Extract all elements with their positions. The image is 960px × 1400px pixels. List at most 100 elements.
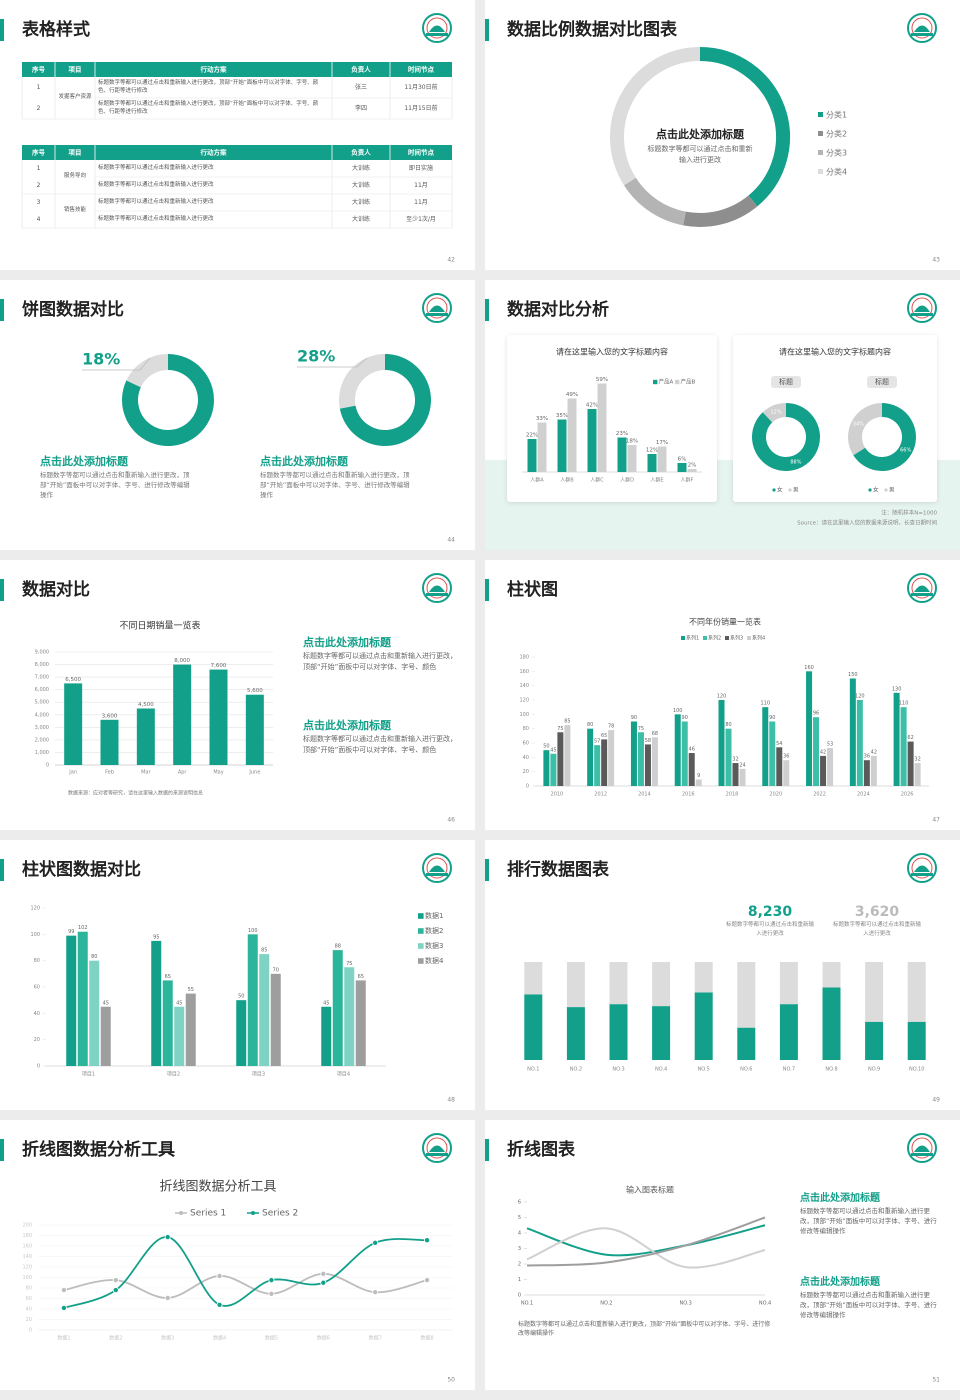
y-tick-label: 4 [518,1231,521,1237]
value-label: 28% [297,347,335,366]
value-label: 4,500 [138,702,154,708]
x-tick-label: NO.2 [600,1301,612,1307]
title-bar [0,579,4,601]
x-tick-label: 人群B [560,477,574,484]
bar [247,934,258,1066]
bar [89,960,100,1066]
bar [637,732,644,786]
donut-segment [853,403,916,471]
y-tick-label: 80 [26,1286,32,1292]
bar [185,993,196,1066]
legend-label: Series 1 [190,1209,226,1219]
value-label: 150 [848,672,858,678]
point [60,1287,67,1294]
cell-box: 标题数字等都可以通过点击和重新输入进行更改，顶部“开始”面板中可以对字体、字号、… [98,101,318,114]
point [320,1270,327,1277]
slide: 数据对比 46 不同日期销量一览表 0 1,000 2,000 3,000 4,000 5,00… [0,560,475,830]
slide: 数据对比分析45请在这里输入您的文字标题内容产品A产品B人群A22%33%人群B… [485,280,960,550]
text-box: 标题数字等都可以通过点击和重新输入进行更改，顶部“开始”面板中可以对字体、字号、… [40,471,190,500]
y-tick-label: 140 [519,683,529,689]
bar [806,671,813,786]
bar [587,409,597,472]
y-tick-label: 2 [518,1262,521,1268]
x-tick-label: 项目4 [337,1072,350,1078]
table-cell: 11月 [414,182,428,189]
point [112,1277,119,1284]
y-tick-label: 1 [518,1277,521,1283]
value-label: 65 [601,733,607,739]
logo-mark [914,585,930,592]
text-box: 标题数字等都可以通过点击和重新输入进行更改，顶部“开始”面板中可以对字体、字号、… [800,1207,937,1235]
slide-title: 排行数据图表 [507,859,610,880]
x-tick-label: May [213,770,223,776]
slide-title: 柱状图 [507,579,558,600]
legend-swatch [725,636,729,640]
x-tick-label: 2024 [857,792,870,798]
source: 数据来源：应对者等研究，请在这里输入数据的来源说明信息 [68,790,203,797]
legend-swatch [418,913,424,919]
badge [867,376,897,388]
bar [647,454,657,472]
heading: 点击此处添加标题 [40,454,129,468]
donut-segment [762,403,787,423]
bar-segment [865,1021,884,1060]
legend-label: 产品B [681,378,696,386]
value-label: 90 [769,715,775,721]
value-label: 78 [608,724,614,730]
page-number: 50 [447,1377,455,1384]
y-tick-label: 5,000 [35,700,49,706]
value-label: 68 [652,731,658,737]
legend-label: 数据4 [425,956,444,965]
bar [907,741,914,786]
y-tick-label: 0 [46,763,49,769]
paragraph: 标题数字等都可以通过点击和重新输入进行更改，顶部“开始”面板中可以对字体、字号、… [260,471,410,500]
legend-label: 系列1 [686,635,699,642]
donut-segment [699,47,790,207]
legend-label: 分类3 [826,148,847,158]
x-tick-label: NO.3 [680,1301,692,1307]
cell-box: 标题数字等都可以通过点击和重新输入进行更改 [98,199,214,205]
value-label: 32 [732,757,738,763]
x-tick-label: NO.6 [740,1067,752,1073]
bar [270,973,281,1066]
slide-title: 表格样式 [22,19,90,40]
table-cell: 张三 [355,83,367,91]
bar [597,383,607,472]
value-label: 96 [813,711,819,717]
slide: 柱状图数据对比 48 数据1 数据2 数据3 数据4 0 20 40 60 80 100 120 项目1 9… [0,840,475,1110]
x-tick-label: Jan [68,770,77,776]
legend-swatch [418,943,424,949]
logo-mark [429,1145,445,1152]
bar [321,1006,332,1066]
point [424,1237,431,1244]
logo-ring [911,17,933,39]
logo-mark [429,305,445,312]
legend-swatch [653,379,658,385]
stat-value: 3,620 [855,904,900,920]
slide-bg [0,280,475,550]
table-cell: 销售技能 [63,207,86,214]
value-label: 90 [631,715,637,721]
y-tick-label: 20 [26,1317,32,1323]
bar [776,747,783,786]
point [60,1304,67,1311]
x-tick-label: 人群F [681,477,694,484]
badge-label: 标题 [875,377,889,386]
x-tick-label: 数据7 [369,1335,382,1342]
title-bar [0,299,4,321]
legend-label: 分类4 [826,167,847,177]
bar-segment [566,962,585,1008]
value-label: 58 [645,738,651,744]
page-number: 51 [932,1377,940,1384]
value-label: 100 [673,708,683,714]
leader-line [297,357,368,368]
x-tick-label: 数据2 [109,1335,122,1342]
legend-swatch [418,958,424,964]
bar [557,732,564,786]
legend-label: 男 [889,487,895,494]
value-label: 42 [820,749,826,755]
point [216,1301,223,1308]
bar-segment [907,1021,926,1060]
cell-box: 发掘客户资源 [58,94,91,100]
paragraph: 标题数字等都可以通过点击和重新输入进行更改，顶部“开始”面板中可以对字体、字号、… [40,471,190,500]
